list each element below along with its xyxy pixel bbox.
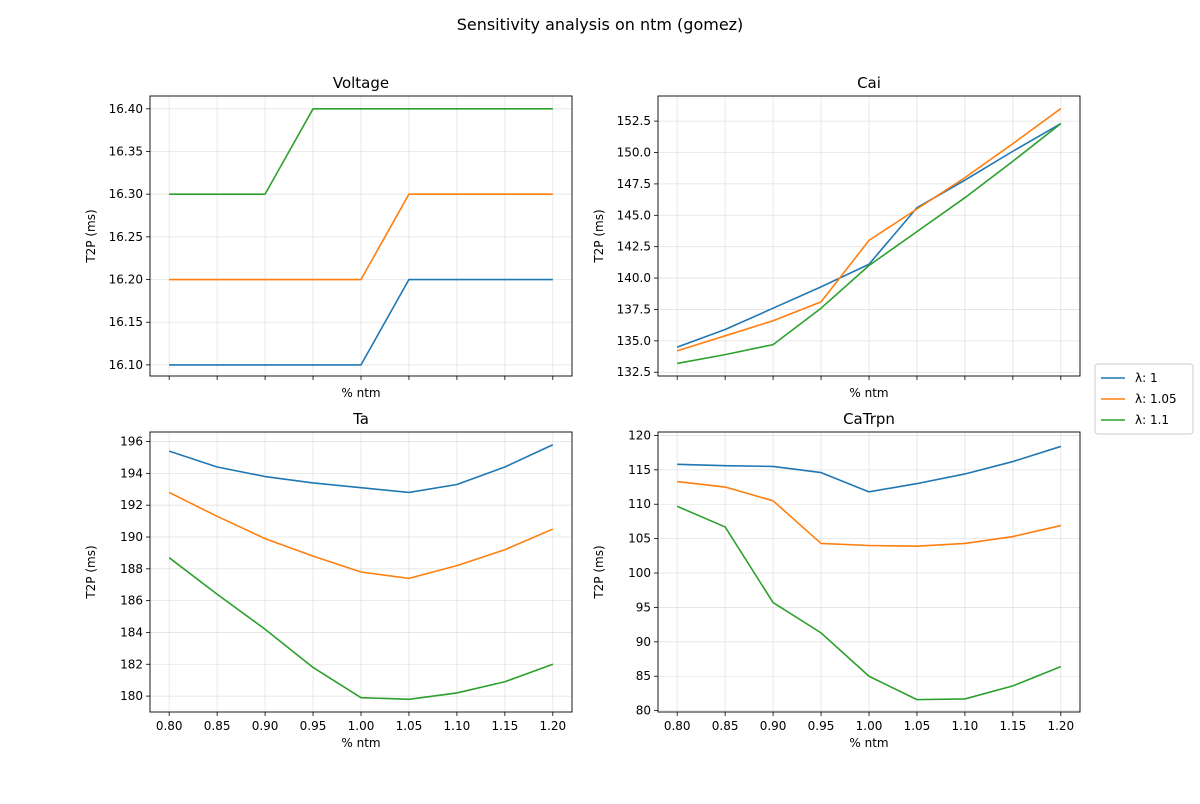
y-tick-label: 186 <box>120 594 143 608</box>
y-tick-label: 147.5 <box>617 177 651 191</box>
legend-label: λ: 1.05 <box>1135 392 1177 406</box>
x-axis-label: % ntm <box>341 736 380 750</box>
y-tick-label: 192 <box>120 498 143 512</box>
x-tick-label: 0.80 <box>664 719 691 733</box>
x-tick-label: 1.15 <box>1000 719 1027 733</box>
x-tick-label: 1.00 <box>856 719 883 733</box>
grid <box>150 432 572 712</box>
x-tick-label: 1.10 <box>444 719 471 733</box>
subplot-voltage: 16.10 16.15 16.20 16.25 16.30 16.35 16.40 Volta… <box>84 74 573 400</box>
y-tick-label: 16.20 <box>109 273 143 287</box>
legend-label: λ: 1 <box>1135 371 1158 385</box>
series-line-3 <box>169 108 553 195</box>
x-tick-label: 0.90 <box>760 719 787 733</box>
series-line-1 <box>168 444 554 494</box>
subplot-title: Voltage <box>333 74 389 92</box>
x-tick-label: 0.80 <box>156 719 183 733</box>
y-tick-label: 145.0 <box>617 208 651 222</box>
subplots-group: 16.10 16.15 16.20 16.25 16.30 16.35 16.40 Volta… <box>84 74 1081 750</box>
series-line-2 <box>169 193 553 281</box>
y-tick-label: 182 <box>120 657 143 671</box>
y-axis-label: T2P (ms) <box>592 209 606 263</box>
series-line-1 <box>677 445 1062 493</box>
series-line-2 <box>676 107 1062 352</box>
y-tick-label: 188 <box>120 562 143 576</box>
x-tick-label: 1.20 <box>539 719 566 733</box>
x-tick-label: 1.10 <box>952 719 979 733</box>
y-tick-label: 115 <box>628 463 651 477</box>
y-tick-label: 80 <box>636 704 651 718</box>
series-line-1 <box>169 278 553 366</box>
y-tick-label: 16.10 <box>109 358 143 372</box>
y-tick-label: 194 <box>120 466 143 480</box>
x-axis-label: % ntm <box>849 736 888 750</box>
legend-item: λ: 1 <box>1101 371 1158 385</box>
legend-label: λ: 1.1 <box>1135 413 1169 427</box>
series-line-3 <box>676 505 1062 701</box>
x-tick-label: 1.05 <box>904 719 931 733</box>
subplot-catrpn: 0.80 0.85 0.90 0.95 1.00 1.05 1.10 1.15 1.20 80 85… <box>592 410 1081 750</box>
x-axis-label: % ntm <box>341 386 380 400</box>
x-tick-label: 0.95 <box>808 719 835 733</box>
y-tick-label: 110 <box>628 497 651 511</box>
y-tick-label: 105 <box>628 532 651 546</box>
series-line-3 <box>677 122 1062 365</box>
y-tick-label: 135.0 <box>617 334 651 348</box>
y-tick-label: 142.5 <box>617 240 651 254</box>
x-tick-label: 1.00 <box>348 719 375 733</box>
y-tick-label: 16.35 <box>109 144 143 158</box>
grid <box>658 96 1080 376</box>
legend: λ: 1 λ: 1.05 λ: 1.1 <box>1094 363 1194 435</box>
series-line-2 <box>677 480 1061 548</box>
x-tick-label: 0.85 <box>712 719 739 733</box>
y-tick-label: 16.25 <box>109 230 143 244</box>
x-tick-label: 1.05 <box>396 719 423 733</box>
y-tick-label: 90 <box>636 635 651 649</box>
y-tick-label: 132.5 <box>617 365 651 379</box>
series-line-2 <box>168 491 554 580</box>
x-tick-label: 1.15 <box>492 719 519 733</box>
legend-item: λ: 1.05 <box>1101 392 1177 406</box>
x-axis-label: % ntm <box>849 386 888 400</box>
y-tick-label: 190 <box>120 530 143 544</box>
figure-suptitle: Sensitivity analysis on ntm (gomez) <box>457 15 744 34</box>
y-tick-label: 100 <box>628 566 651 580</box>
y-tick-label: 180 <box>120 689 143 703</box>
y-axis-label: T2P (ms) <box>592 545 606 599</box>
legend-box <box>1094 363 1194 435</box>
subplot-title: Ta <box>352 410 369 428</box>
x-tick-label: 0.85 <box>204 719 231 733</box>
y-tick-label: 16.40 <box>109 102 143 116</box>
y-tick-label: 196 <box>120 435 143 449</box>
subplot-title: CaTrpn <box>843 410 895 428</box>
y-axis-label: T2P (ms) <box>84 545 98 599</box>
y-tick-label: 137.5 <box>617 302 651 316</box>
y-tick-label: 184 <box>120 625 143 639</box>
y-tick-label: 120 <box>628 428 651 442</box>
series-line-1 <box>676 122 1062 348</box>
grid <box>658 432 1080 712</box>
series-line-3 <box>168 557 554 701</box>
x-tick-label: 0.95 <box>300 719 327 733</box>
y-axis-label: T2P (ms) <box>84 209 98 263</box>
y-tick-label: 152.5 <box>617 114 651 128</box>
y-tick-label: 95 <box>636 600 651 614</box>
y-tick-label: 16.30 <box>109 187 143 201</box>
x-tick-label: 1.20 <box>1047 719 1074 733</box>
y-tick-label: 140.0 <box>617 271 651 285</box>
subplot-title: Cai <box>857 74 881 92</box>
subplot-cai: 132.5 135.0 137.5 140.0 142.5 145.0 147.5 150.0… <box>592 74 1081 400</box>
x-tick-label: 0.90 <box>252 719 279 733</box>
subplot-ta: 0.80 0.85 0.90 0.95 1.00 1.05 1.10 1.15 1.20 180 1… <box>84 410 573 750</box>
legend-item: λ: 1.1 <box>1101 413 1169 427</box>
y-tick-label: 16.15 <box>109 315 143 329</box>
y-tick-label: 150.0 <box>617 146 651 160</box>
y-tick-label: 85 <box>636 669 651 683</box>
